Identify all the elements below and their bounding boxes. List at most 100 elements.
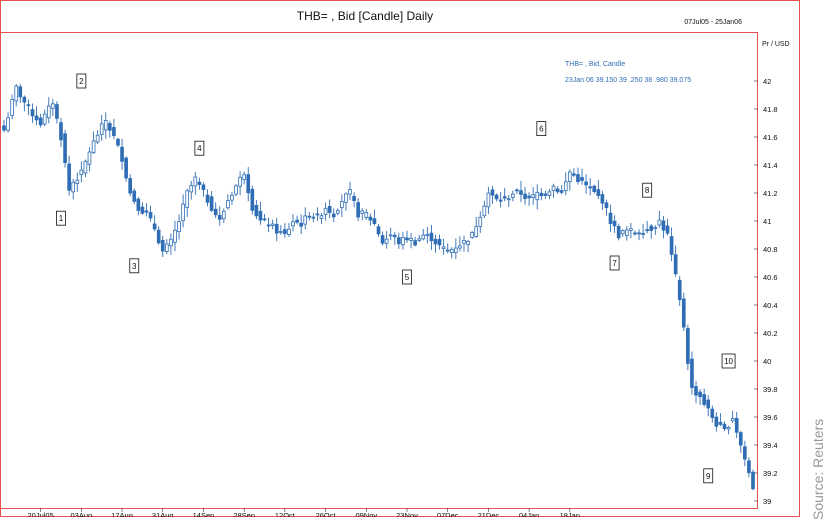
legend-values: 23Jan 06 39.150 39 .250 38 .980 39.075 [565,77,691,84]
candle-39 [160,235,165,258]
candle-100 [409,233,413,249]
candle-176 [718,413,723,427]
candle-21 [87,147,92,172]
svg-text:2: 2 [79,77,84,86]
candle-146 [596,179,601,200]
candle-180 [734,411,739,439]
x-tick-label-10: 07Dec [437,511,459,517]
svg-text:8: 8 [645,186,650,195]
svg-text:9: 9 [706,472,711,481]
candle-102 [417,234,422,243]
candle-10 [42,109,47,127]
svg-text:10: 10 [724,357,733,366]
x-tick-label-1: 03Aug [70,511,92,517]
candle-41 [169,233,173,255]
annotations: 1 2 3 4 5 6 7 8 9 10 [56,73,736,484]
candle-1 [6,112,10,133]
candle-80 [327,199,332,219]
chart-svg: THB= , Bid [Candle] Daily 07Jul05 - 25Ja… [0,0,800,520]
candle-51 [209,191,214,213]
candle-90 [368,213,373,226]
candle-184 [751,469,755,491]
candle-79 [323,202,328,221]
candle-5 [22,95,27,112]
candle-77 [315,207,320,221]
candle-22 [91,131,96,155]
candle-157 [641,224,645,239]
candle-64 [262,214,267,222]
candle-155 [633,230,637,236]
candle-57 [234,184,238,197]
x-tick-label-9: 23Nov [396,511,418,517]
candle-125 [511,190,515,202]
candle-8 [34,106,39,126]
y-tick-label-6: 40.8 [763,245,778,254]
candle-45 [185,188,190,217]
candle-67 [274,217,279,242]
candle-75 [307,211,312,221]
plot-border [0,32,758,509]
candle-24 [99,115,104,141]
candle-65 [266,217,271,233]
candle-143 [584,174,588,194]
candle-38 [156,226,161,245]
candle-89 [364,209,369,220]
candle-44 [181,194,185,228]
candle-97 [397,232,401,249]
candle-145 [592,184,597,194]
source-label: Source: Reuters [810,419,826,520]
candle-151 [616,223,621,241]
svg-text:7: 7 [612,259,617,268]
candle-52 [213,202,218,219]
candle-126 [515,188,519,195]
candle-6 [26,99,31,116]
candle-179 [730,410,735,424]
candle-50 [205,189,210,207]
candle-53 [217,206,222,226]
candle-23 [95,130,100,145]
candle-152 [620,229,625,237]
candle-110 [449,247,454,259]
candle-128 [523,186,527,205]
candle-161 [657,210,662,228]
candle-140 [572,168,576,178]
legend-name: THB= , Bid, Candle [565,61,625,68]
candle-124 [506,194,511,207]
candle-106 [433,234,438,253]
candle-87 [356,198,360,221]
candle-112 [458,236,462,252]
chart-frame: THB= , Bid [Candle] Daily 07Jul05 - 25Ja… [0,0,800,520]
y-tick-label-1: 41.8 [763,105,778,114]
y-tick-label-0: 42 [763,77,771,86]
candle-121 [494,193,499,202]
candle-163 [665,218,670,236]
candle-84 [344,192,348,211]
candle-178 [726,425,731,435]
x-tick-label-5: 28Sep [233,511,255,517]
y-tick-label-4: 41.2 [763,189,778,198]
candle-40 [165,239,169,255]
candle-85 [348,181,352,201]
annotation-10: 10 [721,353,736,369]
candle-114 [466,239,470,253]
x-tick-label-6: 12Oct [275,511,296,517]
x-axis: 20Jul05 03Aug 17Aug 31Aug 14Sep 28Sep 12Oct 26O… [27,508,580,520]
svg-text:3: 3 [132,262,137,271]
candle-71 [291,214,295,232]
candle-54 [221,208,226,223]
candle-93 [380,231,385,246]
y-tick-label-8: 40.4 [763,301,778,310]
candle-119 [486,186,491,215]
svg-text:5: 5 [405,273,410,282]
candle-158 [645,220,649,234]
y-tick-label-10: 40 [763,357,771,366]
candle-37 [152,215,157,232]
y-tick-label-9: 40.2 [763,329,778,338]
date-range: 07Jul05 - 25Jan06 [684,19,742,26]
candle-141 [576,167,580,185]
candle-167 [681,292,686,331]
candle-62 [254,199,259,220]
candle-91 [372,209,377,226]
y-tick-label-5: 41 [763,217,771,226]
candle-137 [559,185,564,195]
